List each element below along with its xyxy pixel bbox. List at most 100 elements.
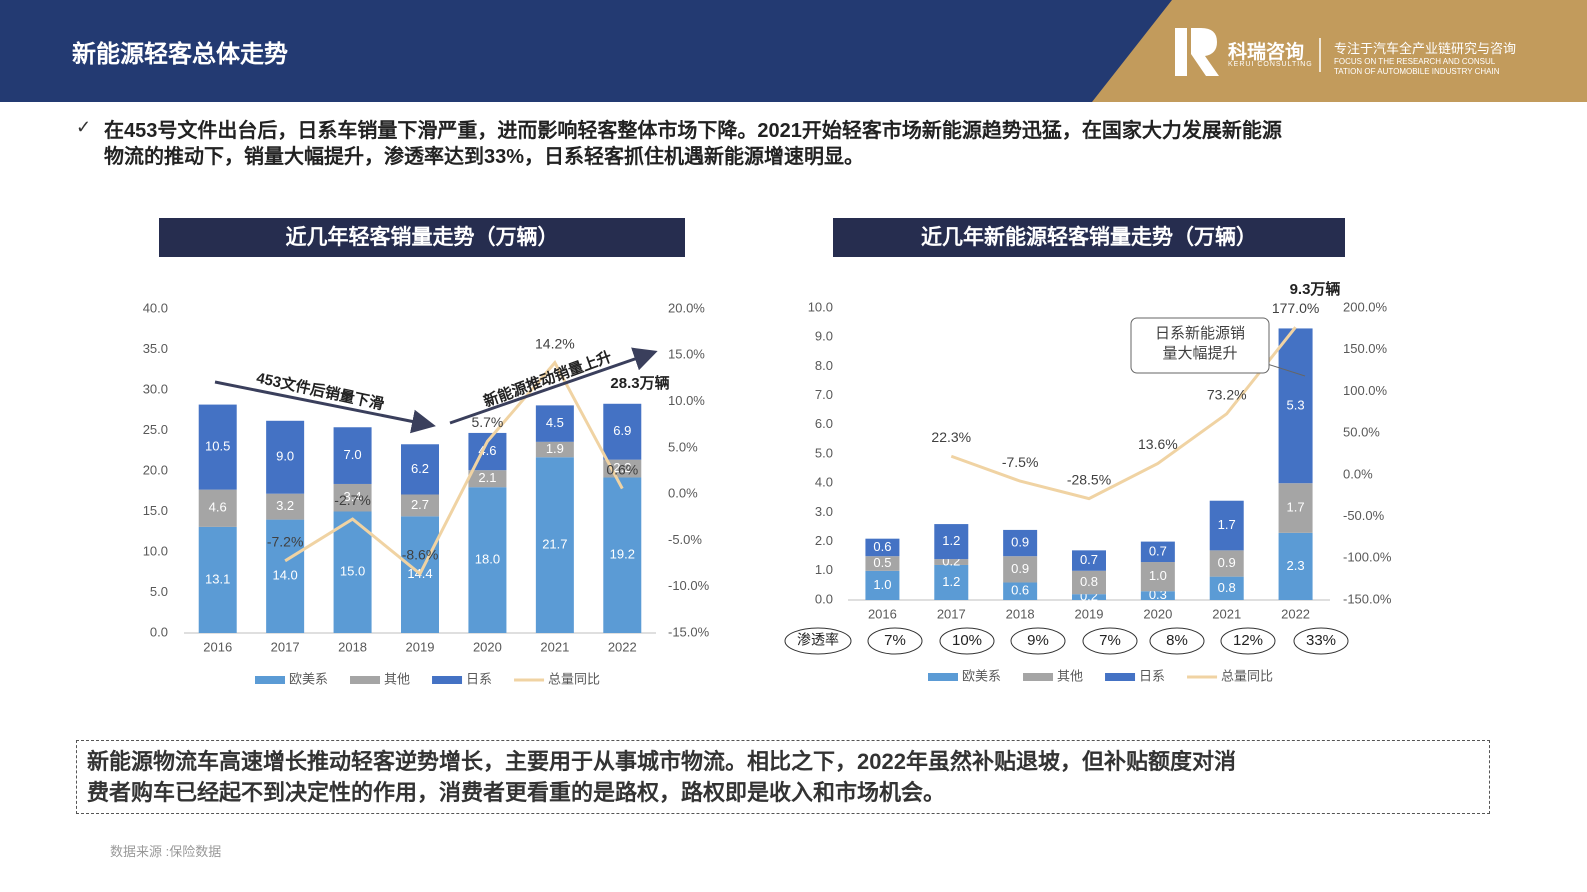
bar-segment xyxy=(266,420,305,494)
y2-tick-label: 15.0% xyxy=(668,347,705,362)
bar-segment xyxy=(333,427,372,484)
penetration-badge xyxy=(1220,627,1276,655)
x-tick-label: 2020 xyxy=(1143,606,1172,621)
penetration-label: 7% xyxy=(884,632,906,649)
bar-value-label: 6.2 xyxy=(411,461,429,476)
bar-segment xyxy=(1072,594,1106,600)
y2-tick-label: -150.0% xyxy=(1343,591,1392,606)
x-tick-label: 2019 xyxy=(406,639,435,654)
x-tick-label: 2020 xyxy=(473,639,502,654)
bar-value-label: 0.9 xyxy=(1011,561,1029,576)
line-value-label: 22.3% xyxy=(931,429,971,445)
y2-tick-label: 100.0% xyxy=(1343,383,1388,398)
bar-segment xyxy=(1209,500,1244,551)
y-tick-label: 9.0 xyxy=(815,329,833,344)
bar-segment xyxy=(401,494,439,517)
legend-swatch xyxy=(350,676,381,684)
penetration-title: 渗透率 xyxy=(797,632,839,648)
bar-segment xyxy=(865,556,900,571)
legend-label: 其他 xyxy=(1057,668,1083,683)
penetration-badge xyxy=(1082,627,1138,655)
y-tick-label: 20.0 xyxy=(143,462,168,477)
bar-segment xyxy=(934,524,969,560)
bar-value-label: 13.1 xyxy=(205,571,230,586)
legend-swatch xyxy=(432,676,463,684)
penetration-label: 33% xyxy=(1306,632,1336,649)
y-tick-label: 5.0 xyxy=(150,584,168,599)
bar-value-label: 1.7 xyxy=(1287,499,1305,514)
y2-tick-label: -10.0% xyxy=(668,578,710,593)
bar-value-label: 6.9 xyxy=(613,423,631,438)
x-tick-label: 2021 xyxy=(540,639,569,654)
bar-segment xyxy=(603,403,642,460)
summary-line: 物流的推动下，销量大幅提升，渗透率达到33%，日系轻客抓住机遇新能源增速明显。 xyxy=(104,146,865,168)
line-value-label: -8.6% xyxy=(402,546,439,562)
y-tick-label: 10.0 xyxy=(143,543,168,558)
annotation: 28.3万辆 xyxy=(610,374,669,392)
annotation: 9.3万辆 xyxy=(1290,280,1341,298)
bar-value-label: 2.3 xyxy=(1287,558,1305,573)
conclusion-line: 费者购车已经起不到决定性的作用，消费者更看重的是路权，路权即是收入和市场机会。 xyxy=(87,780,946,805)
legend-label: 日系 xyxy=(466,671,492,686)
slogan-en: FOCUS ON THE RESEARCH AND CONSUL TATION … xyxy=(1334,57,1500,77)
line-value-label: -7.2% xyxy=(267,533,304,549)
bar-value-label: 4.6 xyxy=(209,500,227,515)
bar-segment xyxy=(1209,550,1244,577)
line-value-label: -7.5% xyxy=(1002,454,1039,470)
x-tick-label: 2022 xyxy=(608,639,637,654)
y2-tick-label: 150.0% xyxy=(1343,341,1388,356)
chart-title-bg xyxy=(159,218,685,257)
y-tick-label: 0.0 xyxy=(150,624,168,639)
line-value-label: 5.7% xyxy=(471,414,503,430)
bar-segment xyxy=(1072,550,1106,571)
bar-segment xyxy=(934,559,969,565)
x-tick-label: 2022 xyxy=(1281,606,1310,621)
bar-value-label: 1.7 xyxy=(1218,517,1236,532)
bar-segment xyxy=(934,564,969,600)
line-value-label: 13.6% xyxy=(1138,436,1178,452)
bar-value-label: 10.5 xyxy=(205,439,230,454)
y-tick-label: 15.0 xyxy=(143,503,168,518)
y2-tick-label: 5.0% xyxy=(668,439,698,454)
legend-swatch xyxy=(1105,673,1136,681)
bar-value-label: 1.0 xyxy=(1149,568,1167,583)
bar-value-label: 1.2 xyxy=(942,533,960,548)
bar-value-label: 14.0 xyxy=(272,568,297,583)
bar-segment xyxy=(1140,541,1175,563)
summary-line: 在453号文件出台后，日系车销量下滑严重，进而影响轻客整体市场下降。2021开始… xyxy=(104,120,1282,142)
callout-box xyxy=(1130,317,1270,374)
legend-label: 其他 xyxy=(384,671,410,686)
bar-value-label: 2.7 xyxy=(411,497,429,512)
annotation: 新能源推动销量上升 xyxy=(481,347,614,410)
y2-tick-label: 200.0% xyxy=(1343,299,1388,314)
line-value-label: 14.2% xyxy=(535,335,575,351)
bar-value-label: 0.8 xyxy=(1218,580,1236,595)
x-tick-label: 2018 xyxy=(338,639,367,654)
y-tick-label: 25.0 xyxy=(143,422,168,437)
conclusion-line: 新能源物流车高速增长推动轻客逆势增长，主要用于从事城市物流。相比之下，2022年… xyxy=(87,749,1236,774)
legend-label: 日系 xyxy=(1139,668,1165,683)
y-tick-label: 1.0 xyxy=(815,562,833,577)
y2-tick-label: 20.0% xyxy=(668,300,705,315)
bar-segment xyxy=(603,477,642,633)
bar-value-label: 21.7 xyxy=(542,537,567,552)
bar-segment xyxy=(1278,483,1313,533)
bar-segment xyxy=(1278,328,1313,484)
legend-label: 欧美系 xyxy=(289,671,328,686)
bar-value-label: 0.6 xyxy=(1011,583,1029,598)
bar-value-label: 15.0 xyxy=(340,564,365,579)
bar-value-label: 1.2 xyxy=(942,574,960,589)
header-accent xyxy=(1092,0,1587,102)
bar-value-label: 1.9 xyxy=(546,441,564,456)
bar-value-label: 5.3 xyxy=(1287,397,1305,412)
bar-segment xyxy=(535,441,574,458)
bar-value-label: 3.4 xyxy=(344,489,362,504)
bar-segment xyxy=(266,519,305,633)
bar-value-label: 9.0 xyxy=(276,449,294,464)
header-bar xyxy=(0,0,1587,102)
y2-tick-label: -50.0% xyxy=(1343,508,1385,523)
y-tick-label: 35.0 xyxy=(143,341,168,356)
bar-segment xyxy=(198,489,237,527)
annotation: 453文件后销量下滑 xyxy=(255,369,386,414)
bar-value-label: 0.9 xyxy=(1218,555,1236,570)
